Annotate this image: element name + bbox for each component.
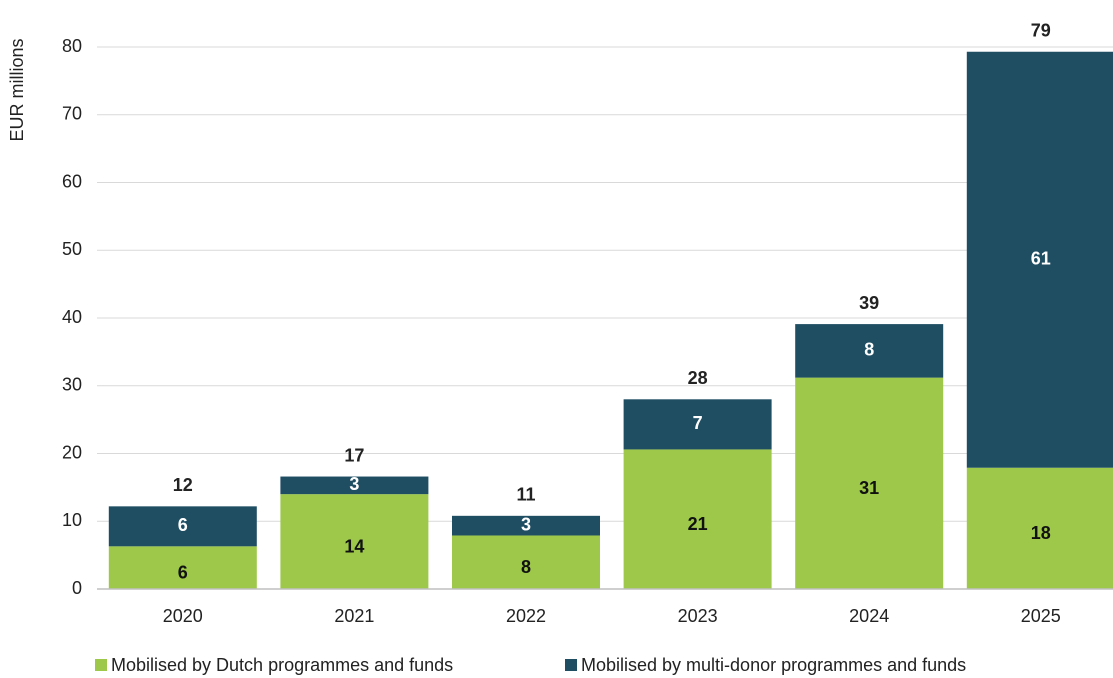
- total-label: 39: [859, 293, 879, 313]
- legend-label: Mobilised by multi-donor programmes and …: [581, 655, 966, 675]
- bar-segment: [966, 51, 1113, 468]
- bar-segment: [452, 535, 600, 589]
- y-tick-label: 0: [72, 578, 82, 598]
- legend-swatch: [565, 659, 577, 671]
- bar-segment: [623, 399, 772, 450]
- total-label: 17: [344, 445, 364, 465]
- data-label: 3: [349, 474, 359, 494]
- y-tick-label: 40: [62, 307, 82, 327]
- bar-segment: [108, 506, 257, 547]
- y-tick-label: 20: [62, 442, 82, 462]
- total-label: 28: [688, 368, 708, 388]
- data-label: 8: [864, 340, 874, 360]
- y-axis-label: EUR millions: [7, 38, 27, 141]
- bar-segment: [795, 377, 944, 589]
- y-tick-label: 30: [62, 375, 82, 395]
- x-tick-label: 2024: [849, 606, 889, 626]
- data-label: 61: [1031, 248, 1051, 268]
- bar-segment: [108, 546, 257, 589]
- x-tick-label: 2022: [506, 606, 546, 626]
- data-label: 31: [859, 478, 879, 498]
- bar-segment: [795, 324, 944, 378]
- x-tick-label: 2020: [163, 606, 203, 626]
- bars: [108, 51, 1113, 589]
- bar-segment: [452, 515, 600, 536]
- x-tick-label: 2021: [334, 606, 374, 626]
- y-tick-label: 60: [62, 171, 82, 191]
- x-tick-label: 2023: [678, 606, 718, 626]
- total-label: 12: [173, 475, 193, 495]
- bar-segment: [966, 467, 1113, 589]
- legend-label: Mobilised by Dutch programmes and funds: [111, 655, 453, 675]
- data-label: 21: [688, 514, 708, 534]
- data-label: 14: [344, 536, 364, 556]
- data-label: 3: [521, 514, 531, 534]
- data-label: 6: [178, 515, 188, 535]
- y-tick-label: 80: [62, 36, 82, 56]
- total-label: 11: [516, 485, 535, 505]
- y-tick-label: 50: [62, 239, 82, 259]
- total-label: 79: [1031, 20, 1051, 40]
- bar-segment: [623, 449, 772, 589]
- y-tick-label: 10: [62, 510, 82, 530]
- data-label: 8: [521, 557, 531, 577]
- legend-swatch: [95, 659, 107, 671]
- data-label: 18: [1031, 523, 1051, 543]
- data-label: 6: [178, 562, 188, 582]
- x-tick-label: 2025: [1021, 606, 1061, 626]
- bar-segment: [280, 476, 429, 495]
- data-label: 7: [693, 413, 703, 433]
- bar-segment: [280, 494, 429, 589]
- y-tick-label: 70: [62, 104, 82, 124]
